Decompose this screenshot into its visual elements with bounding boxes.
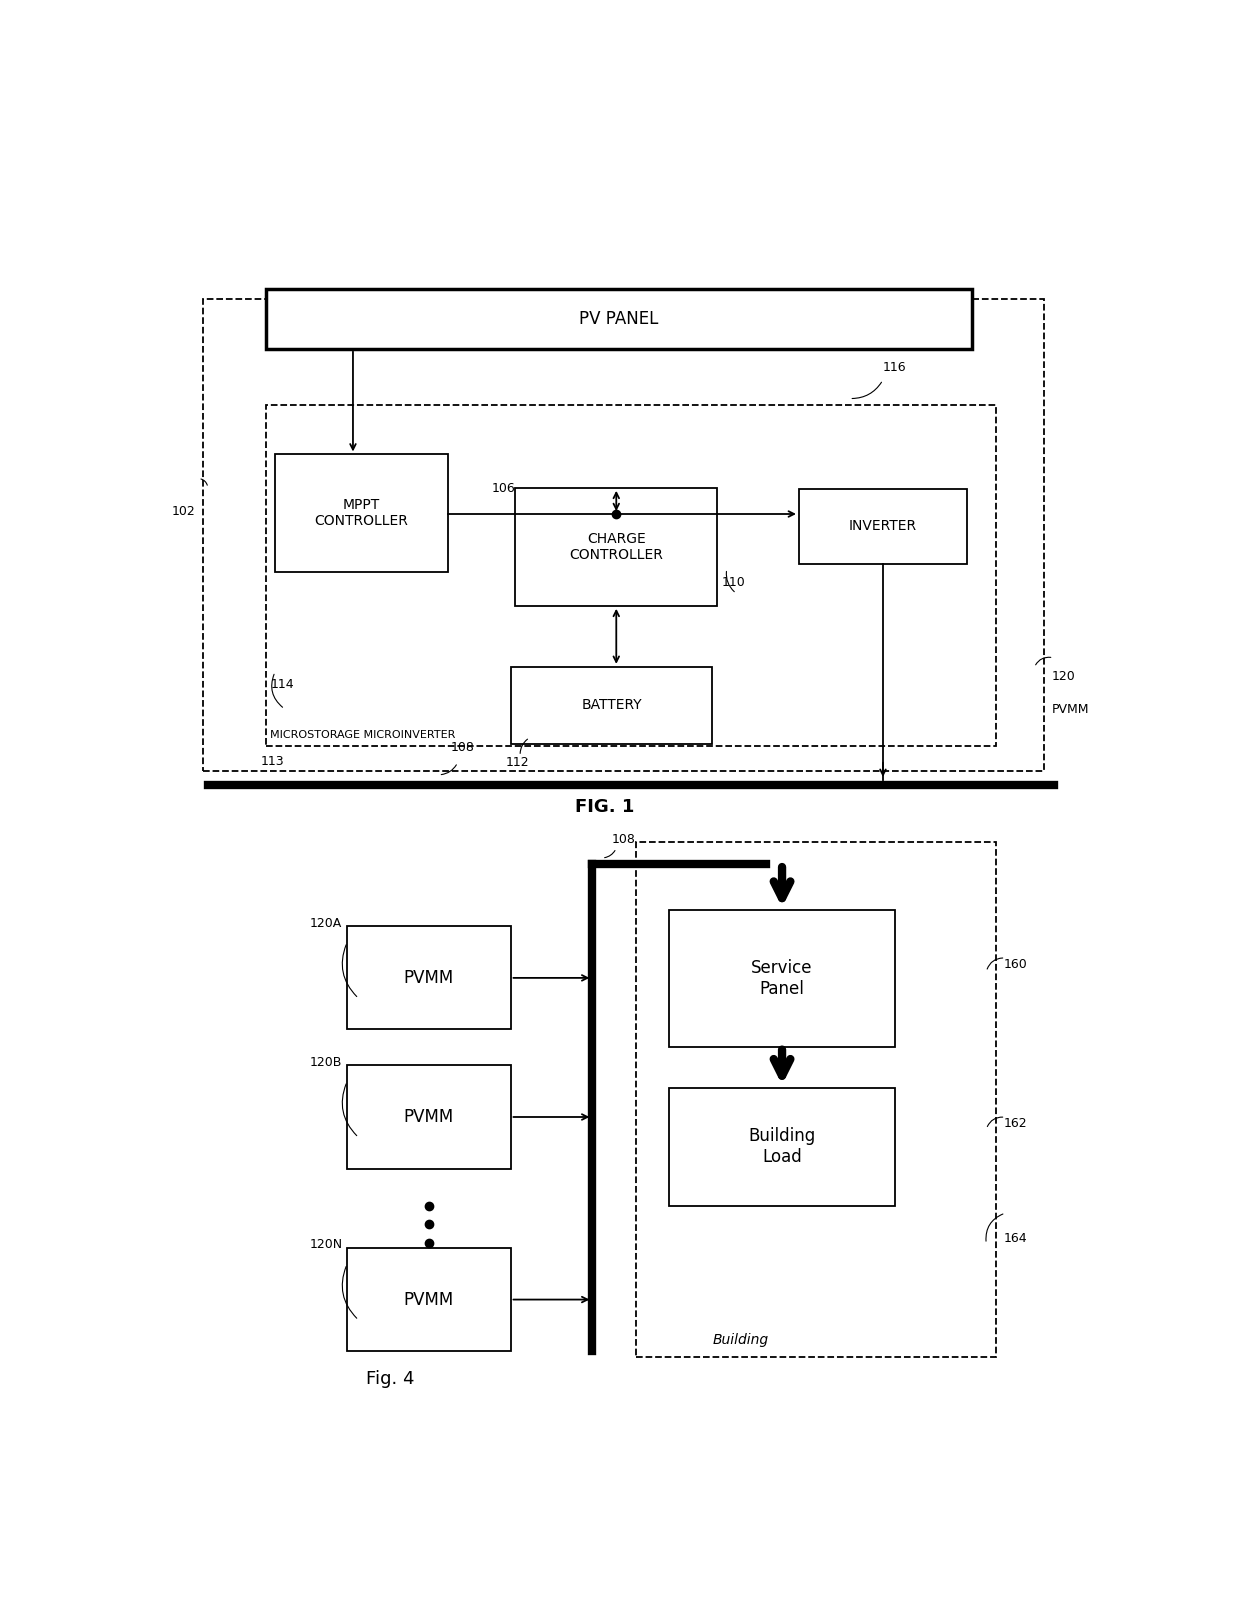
FancyBboxPatch shape — [670, 1087, 895, 1207]
Text: FIG. 1: FIG. 1 — [575, 798, 635, 816]
FancyBboxPatch shape — [347, 1066, 511, 1168]
Text: Building
Load: Building Load — [749, 1127, 816, 1166]
FancyBboxPatch shape — [635, 842, 996, 1357]
Text: PVMM: PVMM — [1052, 703, 1089, 716]
Text: 120B: 120B — [310, 1057, 342, 1069]
FancyBboxPatch shape — [275, 455, 448, 573]
Text: 120N: 120N — [309, 1239, 342, 1252]
Text: MICROSTORAGE MICROINVERTER: MICROSTORAGE MICROINVERTER — [270, 731, 455, 740]
Text: CHARGE
CONTROLLER: CHARGE CONTROLLER — [569, 532, 663, 561]
Text: PV PANEL: PV PANEL — [579, 310, 658, 327]
FancyBboxPatch shape — [203, 298, 1044, 771]
Text: PVMM: PVMM — [404, 1290, 454, 1308]
FancyBboxPatch shape — [347, 1248, 511, 1352]
Text: 108: 108 — [450, 740, 475, 753]
Text: 113: 113 — [260, 755, 284, 768]
FancyBboxPatch shape — [511, 666, 712, 744]
Text: Service
Panel: Service Panel — [751, 960, 812, 998]
Text: 162: 162 — [1003, 1116, 1027, 1129]
FancyBboxPatch shape — [516, 487, 717, 606]
Text: 110: 110 — [722, 576, 745, 589]
Text: 106: 106 — [491, 482, 515, 495]
FancyBboxPatch shape — [347, 926, 511, 1029]
FancyBboxPatch shape — [670, 910, 895, 1047]
Text: 102: 102 — [171, 505, 196, 518]
Text: 112: 112 — [506, 756, 529, 769]
Text: 164: 164 — [1003, 1232, 1027, 1245]
Text: PVMM: PVMM — [404, 969, 454, 987]
FancyBboxPatch shape — [799, 489, 967, 563]
Text: MPPT
CONTROLLER: MPPT CONTROLLER — [315, 498, 408, 529]
Text: 114: 114 — [270, 677, 294, 690]
Text: Fig. 4: Fig. 4 — [366, 1369, 414, 1387]
FancyBboxPatch shape — [265, 289, 972, 348]
Text: 120: 120 — [1052, 671, 1075, 684]
Text: 116: 116 — [883, 361, 906, 374]
Text: PVMM: PVMM — [404, 1108, 454, 1126]
FancyBboxPatch shape — [265, 405, 996, 747]
Text: BATTERY: BATTERY — [582, 698, 642, 713]
Text: INVERTER: INVERTER — [849, 519, 918, 534]
Text: 108: 108 — [611, 832, 635, 845]
Text: 120A: 120A — [310, 916, 342, 929]
Text: Building: Building — [712, 1334, 769, 1347]
Text: 160: 160 — [1003, 958, 1027, 971]
